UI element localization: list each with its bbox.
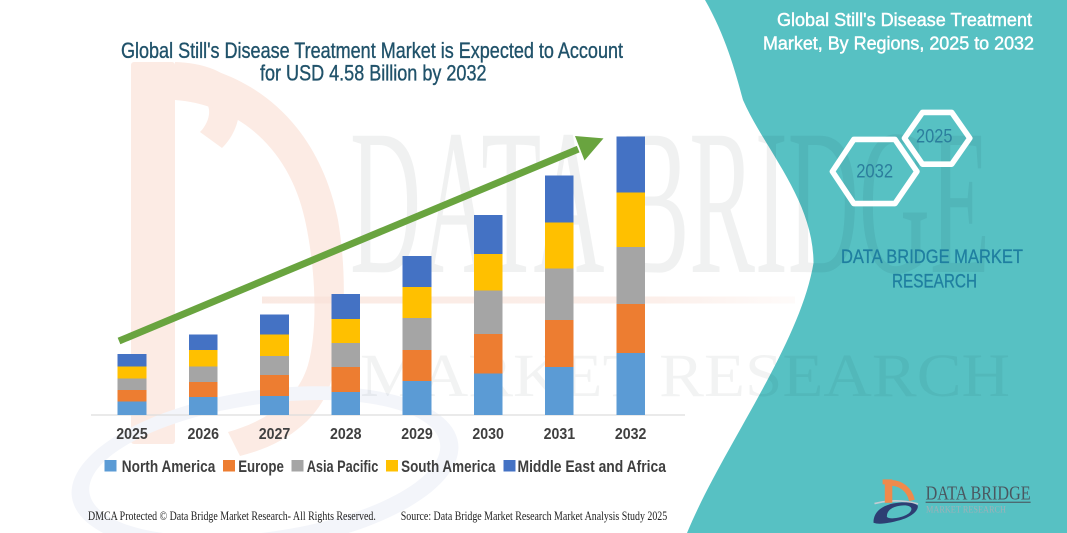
svg-text:Market, By Regions, 2025 to 20: Market, By Regions, 2025 to 2032 <box>763 33 1034 54</box>
svg-text:2025: 2025 <box>916 127 953 148</box>
svg-text:Asia Pacific: Asia Pacific <box>307 457 379 476</box>
svg-text:2025: 2025 <box>116 426 148 443</box>
svg-text:DATA BRIDGE MARKET: DATA BRIDGE MARKET <box>841 246 1023 268</box>
svg-text:DMCA Protected © Data Bridge M: DMCA Protected © Data Bridge Market Rese… <box>88 508 376 523</box>
svg-text:2030: 2030 <box>472 426 504 443</box>
svg-text:2031: 2031 <box>544 426 576 443</box>
svg-text:2032: 2032 <box>615 426 647 443</box>
svg-text:for USD 4.58 Billion by 2032: for USD 4.58 Billion by 2032 <box>260 61 487 86</box>
svg-text:RESEARCH: RESEARCH <box>892 271 977 293</box>
svg-text:Source: Data Bridge Market Res: Source: Data Bridge Market Research Mark… <box>401 508 667 523</box>
svg-text:Global Still's Disease Treatme: Global Still's Disease Treatment <box>777 9 1032 30</box>
svg-text:Middle East and Africa: Middle East and Africa <box>518 457 667 476</box>
svg-text:Europe: Europe <box>238 457 284 476</box>
svg-text:DATA BRIDGE: DATA BRIDGE <box>926 482 1031 504</box>
svg-text:North America: North America <box>122 457 216 476</box>
svg-text:2028: 2028 <box>330 426 362 443</box>
svg-text:South America: South America <box>401 457 496 476</box>
svg-text:2026: 2026 <box>188 426 220 443</box>
svg-text:MARKET RESEARCH: MARKET RESEARCH <box>926 505 1006 515</box>
svg-text:2032: 2032 <box>856 161 893 183</box>
svg-text:2029: 2029 <box>401 426 433 443</box>
svg-text:2027: 2027 <box>259 426 291 443</box>
svg-text:Global Still's Disease Treatme: Global Still's Disease Treatment Market … <box>121 38 623 63</box>
